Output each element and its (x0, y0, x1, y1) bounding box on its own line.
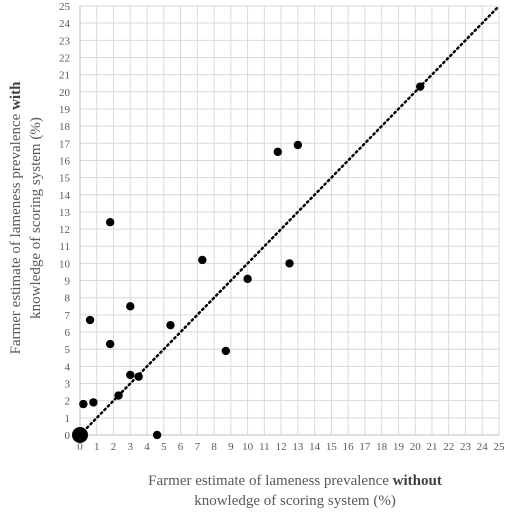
data-point (152, 430, 162, 440)
x-tick-label: 1 (94, 441, 100, 453)
data-point (416, 82, 425, 91)
x-tick-labels: 0 1 2 3 4 5 6 7 8 9 10 11 12 13 14 15 16 17 18 19 20 21 22 23 24… (77, 441, 505, 453)
y-axis-title-line1: Farmer estimate of lameness prevalence w… (8, 81, 24, 354)
x-tick-label: 21 (426, 441, 437, 453)
y-tick-label: 17 (59, 138, 71, 150)
y-tick-label: 25 (59, 1, 71, 13)
x-tick-label: 19 (393, 441, 405, 453)
y-tick-label: 3 (65, 379, 71, 391)
y-tick-label: 19 (59, 104, 71, 116)
x-axis-title-prefix: Farmer estimate of lameness prevalence (148, 473, 392, 489)
x-tick-label: 0 (77, 441, 83, 453)
data-point (114, 391, 123, 400)
data-point (198, 255, 207, 265)
data-point (166, 320, 175, 330)
y-tick-label: 23 (59, 35, 71, 47)
y-tick-label: 24 (59, 18, 71, 30)
x-tick-label: 20 (410, 441, 422, 453)
y-tick-label: 0 (65, 430, 71, 442)
y-tick-label: 10 (59, 258, 71, 270)
y-tick-label: 13 (59, 207, 71, 219)
y-tick-labels: 0123456789101112131415161718192021222324… (59, 1, 71, 442)
grid (79, 5, 500, 436)
x-tick-label: 23 (460, 441, 472, 453)
x-tick-label: 4 (144, 441, 150, 453)
y-tick-label: 12 (59, 224, 70, 236)
x-tick-label: 8 (211, 441, 217, 453)
y-tick-label: 20 (59, 87, 71, 99)
x-tick-label: 9 (228, 441, 234, 453)
y-tick-label: 8 (65, 293, 71, 305)
y-axis-title-line2: knowledge of scoring system (%) (28, 117, 44, 319)
data-point (126, 302, 135, 311)
data-point (85, 315, 95, 325)
x-tick-label: 18 (376, 441, 388, 453)
x-tick-label: 10 (242, 441, 254, 453)
y-tick-label: 22 (59, 52, 70, 64)
y-tick-label: 2 (65, 396, 71, 408)
y-tick-label: 18 (59, 121, 71, 133)
x-tick-label: 5 (161, 441, 167, 453)
data-point (243, 274, 252, 284)
y-tick-label: 4 (65, 361, 71, 373)
data-point (79, 399, 88, 409)
x-tick-label: 22 (443, 441, 454, 453)
x-tick-label: 14 (309, 441, 321, 453)
data-point (134, 372, 143, 381)
data-points (72, 82, 425, 443)
x-tick-label: 25 (494, 441, 506, 453)
y-axis-title-prefix: Farmer estimate of lameness prevalence (8, 110, 24, 354)
y-tick-label: 15 (59, 173, 71, 185)
data-point (293, 140, 303, 150)
y-tick-label: 11 (59, 241, 70, 253)
x-tick-label: 15 (326, 441, 338, 453)
y-tick-label: 6 (65, 327, 71, 339)
x-tick-label: 6 (178, 441, 184, 453)
data-point (105, 339, 115, 349)
x-tick-label: 11 (259, 441, 270, 453)
y-tick-label: 9 (65, 276, 71, 288)
x-tick-label: 12 (276, 441, 287, 453)
y-tick-label: 7 (65, 310, 71, 322)
y-tick-label: 21 (59, 70, 70, 82)
x-tick-label: 3 (128, 441, 134, 453)
y-tick-label: 16 (59, 155, 71, 167)
y-tick-label: 5 (65, 344, 71, 356)
reference-line (78, 4, 501, 437)
x-tick-label: 2 (111, 441, 117, 453)
data-point (273, 147, 282, 157)
x-axis-title-line1: Farmer estimate of lameness prevalence w… (148, 473, 442, 489)
data-point (89, 398, 98, 407)
data-point (285, 259, 294, 268)
data-point (221, 346, 231, 356)
data-point (126, 370, 135, 380)
x-tick-label: 13 (292, 441, 304, 453)
data-point (105, 218, 115, 227)
x-axis-title-bold: without (393, 473, 442, 489)
x-tick-label: 17 (359, 441, 371, 453)
x-tick-label: 16 (343, 441, 355, 453)
y-axis-title-bold: with (8, 81, 24, 110)
x-tick-label: 7 (195, 441, 201, 453)
x-tick-label: 24 (477, 441, 489, 453)
y-tick-label: 14 (59, 190, 71, 202)
y-tick-label: 1 (65, 413, 71, 425)
x-axis-title-line2: knowledge of scoring system (%) (194, 493, 396, 509)
data-point (72, 427, 88, 443)
